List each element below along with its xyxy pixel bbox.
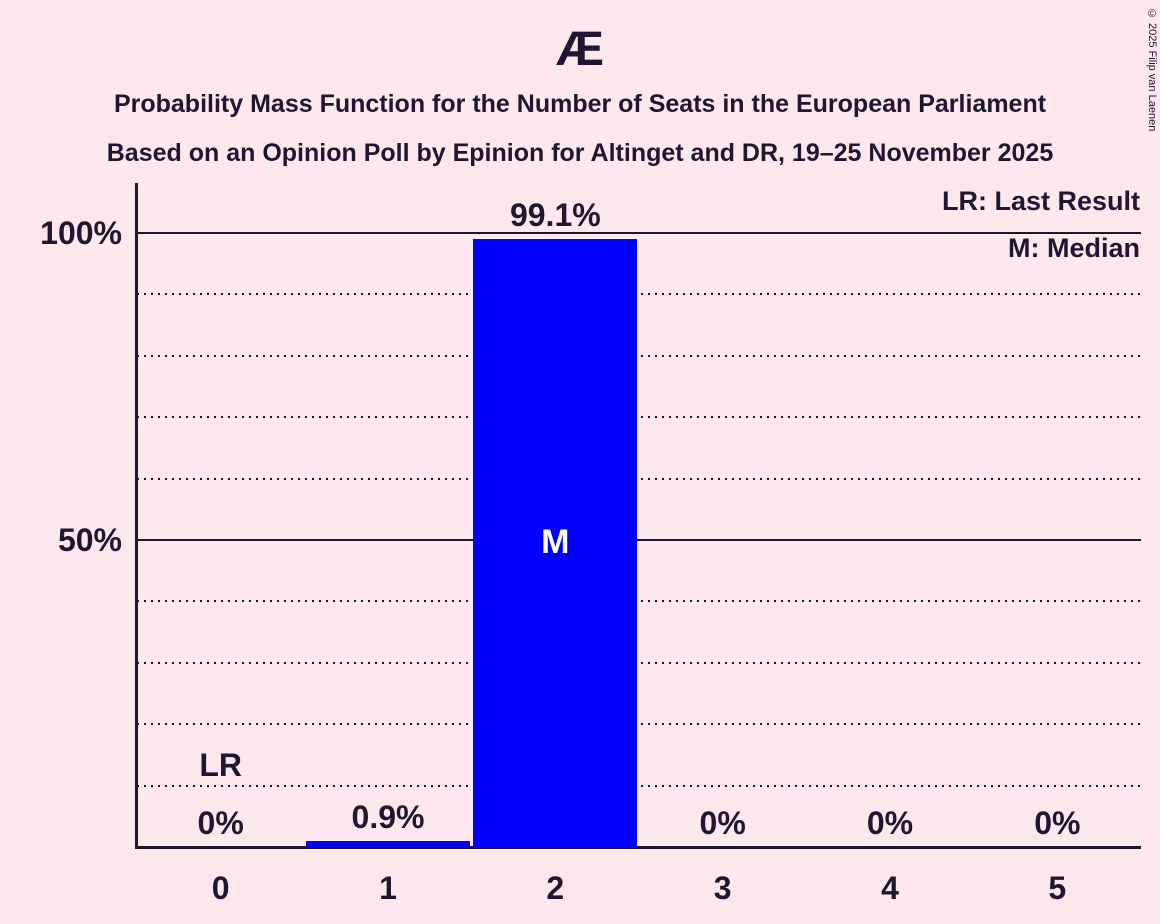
gridline-dotted-20	[137, 723, 1141, 726]
x-axis-label-0: 0	[211, 870, 230, 906]
legend-median: M: Median	[1008, 233, 1140, 263]
bar-value-label-3: 0%	[699, 805, 746, 841]
bar-value-label-4: 0%	[866, 805, 914, 841]
y-axis-label-100: 100%	[40, 215, 122, 251]
bar-seats-2	[473, 238, 638, 847]
y-axis-label-50: 50%	[57, 522, 122, 558]
x-axis-label-3: 3	[713, 870, 732, 906]
gridline-dotted-10	[137, 784, 1141, 787]
gridline-dotted-90	[137, 293, 1141, 296]
gridline-solid-50	[137, 539, 1141, 541]
gridline-dotted-30	[137, 661, 1141, 664]
x-axis-label-4: 4	[881, 870, 899, 906]
x-axis-line	[135, 846, 1141, 849]
gridline-dotted-70	[137, 416, 1141, 419]
chart-title: Æ	[556, 23, 604, 76]
median-marker: M	[541, 523, 570, 562]
copyright-notice: © 2025 Filip van Laenen	[1146, 8, 1158, 132]
bar-value-label-5: 0%	[1034, 805, 1081, 841]
gridline-solid-100	[137, 232, 1141, 234]
gridline-dotted-40	[137, 600, 1141, 603]
y-axis-line	[135, 183, 138, 849]
bar-value-label-2: 99.1%	[509, 196, 601, 233]
x-axis-label-5: 5	[1048, 870, 1067, 906]
legend-last-result: LR: Last Result	[941, 186, 1140, 216]
x-axis-label-1: 1	[379, 870, 397, 906]
bar-value-label-0: 0%	[197, 805, 244, 841]
chart-subtitle-line2: Based on an Opinion Poll by Epinion for …	[106, 139, 1054, 167]
chart-subtitle-line1: Probability Mass Function for the Number…	[113, 90, 1047, 118]
gridline-dotted-60	[137, 477, 1141, 480]
x-axis-label-2: 2	[546, 870, 565, 906]
bar-seats-1	[306, 841, 470, 847]
bar-value-label-1: 0.9%	[351, 799, 425, 836]
gridline-dotted-80	[137, 354, 1141, 357]
last-result-marker: LR	[199, 747, 242, 783]
